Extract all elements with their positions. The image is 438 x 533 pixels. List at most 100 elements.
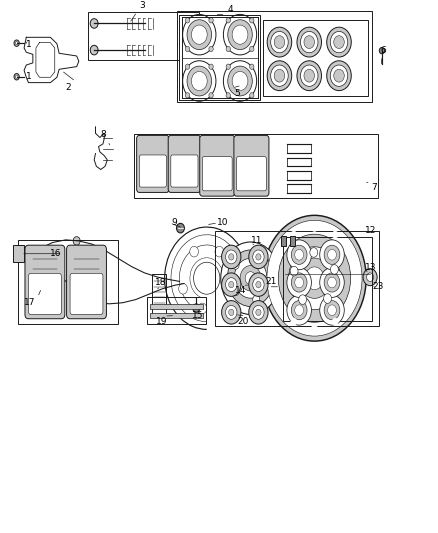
- Circle shape: [185, 64, 190, 69]
- Circle shape: [228, 20, 252, 50]
- Text: 21: 21: [265, 277, 276, 286]
- Circle shape: [324, 245, 340, 264]
- Circle shape: [363, 269, 377, 286]
- Circle shape: [179, 284, 187, 294]
- Bar: [152, 308, 166, 316]
- Bar: [150, 304, 203, 309]
- Circle shape: [223, 14, 257, 55]
- Circle shape: [287, 240, 311, 270]
- Text: 3: 3: [139, 1, 145, 10]
- Circle shape: [267, 61, 292, 91]
- Circle shape: [93, 295, 100, 304]
- Circle shape: [320, 295, 344, 325]
- Circle shape: [185, 18, 190, 23]
- Text: 6: 6: [380, 46, 386, 55]
- Circle shape: [221, 242, 280, 314]
- Circle shape: [249, 301, 268, 324]
- Bar: [179, 15, 260, 100]
- Circle shape: [191, 25, 207, 44]
- Bar: [13, 245, 24, 262]
- Circle shape: [298, 258, 331, 298]
- Bar: [263, 20, 368, 96]
- Circle shape: [215, 246, 224, 257]
- Circle shape: [177, 223, 184, 233]
- Circle shape: [327, 27, 351, 57]
- Circle shape: [223, 61, 257, 101]
- Circle shape: [250, 46, 254, 52]
- Circle shape: [328, 249, 336, 260]
- Circle shape: [187, 66, 212, 96]
- Text: 10: 10: [217, 219, 228, 227]
- Circle shape: [250, 18, 254, 23]
- Circle shape: [290, 266, 298, 276]
- Circle shape: [291, 318, 297, 326]
- Circle shape: [297, 61, 321, 91]
- Text: 1: 1: [25, 41, 32, 49]
- Circle shape: [183, 61, 216, 101]
- Circle shape: [278, 234, 351, 322]
- Circle shape: [311, 325, 318, 332]
- Circle shape: [253, 295, 260, 304]
- Text: 12: 12: [365, 226, 377, 235]
- Circle shape: [229, 281, 234, 288]
- Circle shape: [185, 46, 190, 52]
- Text: 19: 19: [156, 317, 168, 326]
- Circle shape: [226, 18, 230, 23]
- FancyBboxPatch shape: [70, 273, 103, 314]
- Text: 2: 2: [65, 84, 71, 92]
- Circle shape: [287, 295, 311, 325]
- Bar: [215, 231, 379, 326]
- Circle shape: [300, 65, 318, 86]
- Circle shape: [379, 47, 385, 54]
- Circle shape: [14, 40, 19, 46]
- FancyBboxPatch shape: [137, 135, 169, 192]
- Circle shape: [291, 301, 307, 320]
- Circle shape: [256, 281, 261, 288]
- Circle shape: [226, 305, 237, 319]
- Circle shape: [222, 273, 241, 296]
- Text: 15: 15: [192, 311, 204, 320]
- Circle shape: [324, 273, 340, 292]
- FancyBboxPatch shape: [234, 135, 269, 196]
- FancyBboxPatch shape: [237, 157, 266, 191]
- Text: 11: 11: [251, 237, 262, 245]
- Circle shape: [90, 45, 98, 55]
- Text: 4: 4: [227, 5, 233, 13]
- Circle shape: [320, 240, 344, 270]
- Text: 14: 14: [235, 286, 247, 295]
- Circle shape: [232, 71, 248, 91]
- Circle shape: [222, 301, 241, 324]
- Text: 5: 5: [234, 89, 240, 98]
- Circle shape: [271, 31, 288, 53]
- Circle shape: [209, 46, 213, 52]
- Circle shape: [287, 268, 311, 297]
- Circle shape: [253, 278, 264, 292]
- Circle shape: [226, 250, 237, 264]
- FancyBboxPatch shape: [202, 157, 232, 191]
- Circle shape: [334, 36, 344, 49]
- Circle shape: [226, 278, 237, 292]
- Bar: [152, 274, 166, 306]
- Circle shape: [330, 264, 338, 274]
- Bar: [147, 297, 206, 324]
- Circle shape: [310, 248, 318, 257]
- Circle shape: [299, 295, 307, 304]
- Circle shape: [334, 69, 344, 82]
- Circle shape: [304, 69, 314, 82]
- Circle shape: [256, 254, 261, 260]
- Circle shape: [90, 19, 98, 28]
- Text: 18: 18: [155, 278, 166, 287]
- Circle shape: [330, 31, 348, 53]
- Circle shape: [274, 69, 285, 82]
- Circle shape: [300, 31, 318, 53]
- Circle shape: [187, 20, 212, 50]
- Circle shape: [332, 318, 338, 326]
- Text: 8: 8: [100, 130, 106, 139]
- Circle shape: [229, 309, 234, 316]
- Circle shape: [232, 25, 248, 44]
- Circle shape: [185, 93, 190, 98]
- Circle shape: [347, 300, 353, 307]
- Circle shape: [311, 224, 318, 232]
- Bar: [177, 11, 372, 102]
- Bar: [283, 237, 372, 321]
